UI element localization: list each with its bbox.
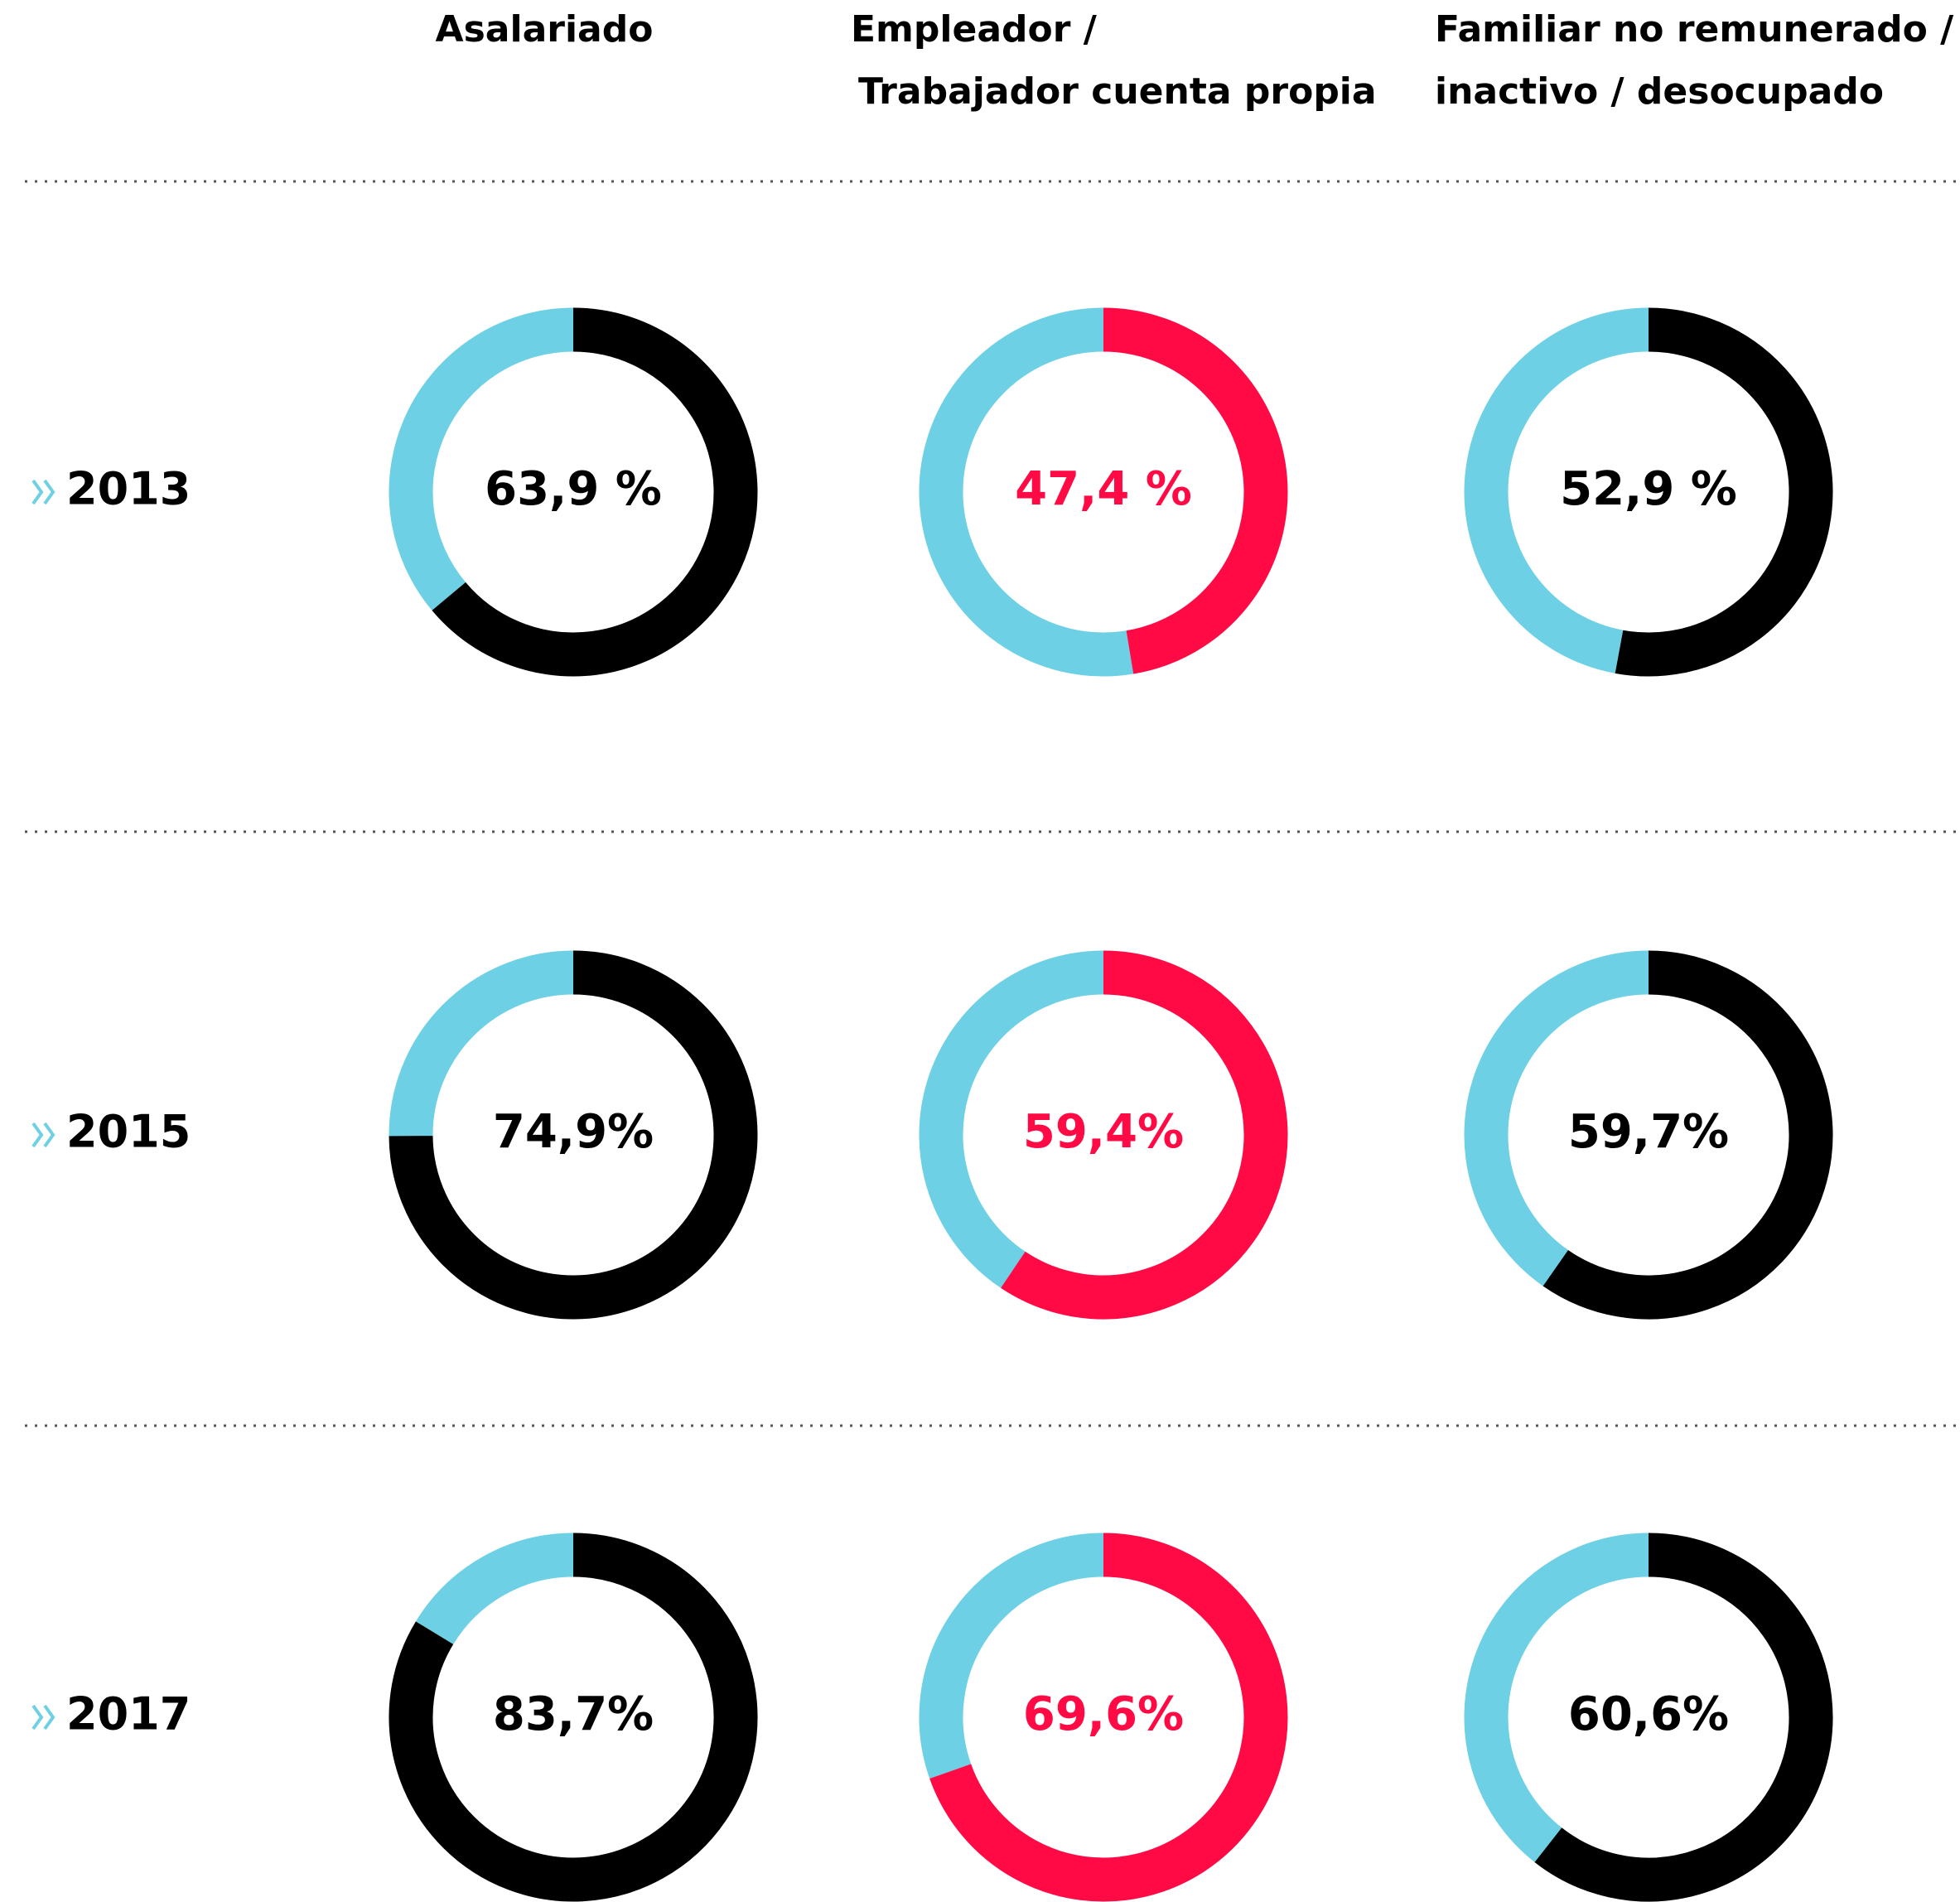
column-header: Familiar no remunerado /	[1435, 8, 1954, 51]
value-label: 83,7%	[493, 1687, 654, 1741]
value-arc	[389, 1533, 758, 1902]
value-arc	[1103, 307, 1288, 674]
value-arc	[389, 950, 758, 1320]
value-label: 63,9 %	[485, 462, 662, 516]
remainder-arc	[1464, 307, 1649, 673]
column-header: Trabajador cuenta propia	[858, 70, 1377, 113]
row-marker	[31, 1704, 56, 1731]
value-arc	[1542, 950, 1833, 1320]
value-label: 59,7%	[1568, 1105, 1729, 1159]
remainder-arc	[919, 950, 1104, 1288]
column-header: inactivo / desocupado	[1435, 70, 1884, 113]
remainder-arc	[389, 307, 574, 611]
value-label: 69,6%	[1023, 1687, 1184, 1741]
value-arc	[1001, 950, 1288, 1320]
remainder-arc	[389, 950, 574, 1137]
row-marker	[31, 1122, 56, 1148]
row-label: 2017	[66, 1688, 191, 1740]
remainder-arc	[919, 1533, 1104, 1779]
remainder-arc	[919, 307, 1134, 677]
row-label: 2015	[66, 1106, 191, 1158]
value-arc	[432, 307, 758, 677]
value-label: 47,4 %	[1015, 462, 1192, 516]
remainder-arc	[415, 1533, 574, 1645]
value-label: 59,4%	[1023, 1105, 1184, 1159]
row-label: 2013	[66, 463, 191, 515]
column-header: Asalariado	[436, 8, 654, 51]
value-label: 74,9%	[493, 1105, 654, 1159]
value-label: 60,6%	[1568, 1687, 1729, 1741]
value-arc	[929, 1533, 1288, 1902]
remainder-arc	[1464, 950, 1649, 1287]
value-label: 52,9 %	[1560, 462, 1737, 516]
row-marker	[31, 479, 56, 505]
remainder-arc	[1464, 1533, 1649, 1862]
value-arc	[1534, 1533, 1833, 1902]
value-arc	[1615, 307, 1833, 677]
column-header: Empleador /	[851, 8, 1098, 51]
